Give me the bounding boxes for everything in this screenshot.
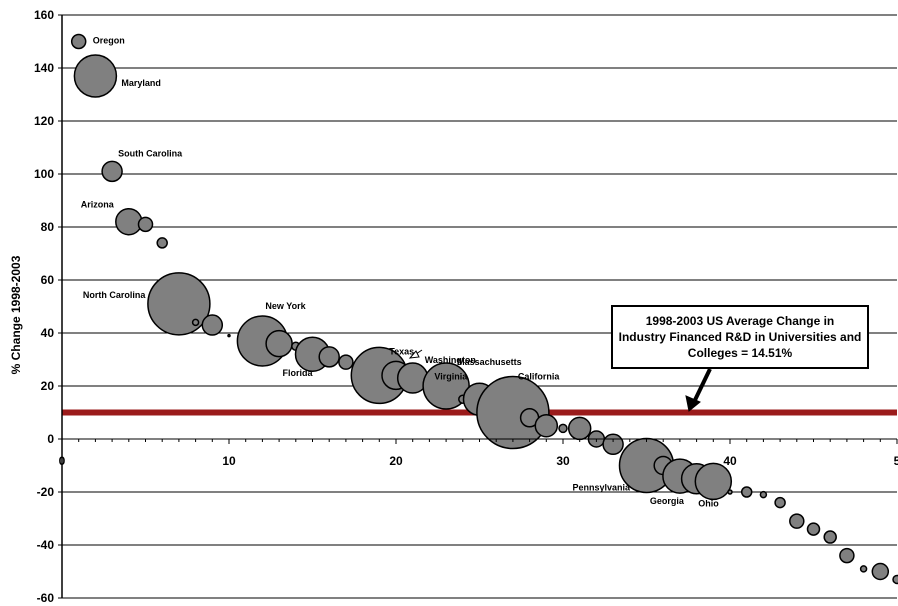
state-label-virginia: Virginia xyxy=(434,371,468,381)
y-axis-label: % Change 1998-2003 xyxy=(9,255,23,374)
state-labels: Oregon Maryland South Carolina Arizona North… xyxy=(81,36,719,509)
state-label-ohio: Ohio xyxy=(698,498,719,508)
callout-line-3: Colleges = 14.51% xyxy=(687,346,793,360)
state-label-pennsylvania: Pennsylvania xyxy=(573,483,632,493)
data-bubble xyxy=(191,318,200,327)
state-label-florida: Florida xyxy=(283,368,314,378)
data-bubble xyxy=(227,333,231,338)
data-bubble xyxy=(318,346,340,368)
callout-arrow-shaft xyxy=(693,368,712,401)
data-bubble xyxy=(265,329,293,358)
data-bubble-ohio xyxy=(694,462,733,501)
callout-arrow-head xyxy=(685,395,701,412)
data-bubble xyxy=(567,416,592,441)
x-tick-label: 20 xyxy=(389,454,403,468)
data-bubble xyxy=(806,522,821,536)
state-label-new-york: New York xyxy=(265,301,306,311)
data-bubble-massachusetts xyxy=(422,362,470,410)
y-tick-label: 20 xyxy=(41,379,55,393)
data-bubble-arizona xyxy=(115,207,143,236)
data-bubble xyxy=(156,237,168,249)
state-label-arizona: Arizona xyxy=(81,200,115,210)
data-bubble xyxy=(823,530,837,544)
y-tick-label: 80 xyxy=(41,220,55,234)
state-label-washington: Washington xyxy=(425,355,476,365)
data-bubble xyxy=(774,496,786,509)
data-bubble xyxy=(602,433,624,456)
bubbles xyxy=(70,33,898,585)
y-tick-label: 0 xyxy=(47,432,54,446)
x-tick-label: 5 xyxy=(894,454,898,468)
state-label-maryland: Maryland xyxy=(121,78,161,88)
axes: -60-40-200204060801001201401600102030405 xyxy=(34,8,898,605)
state-label-oregon: Oregon xyxy=(93,36,125,46)
y-tick-label: -60 xyxy=(37,591,55,605)
y-tick-label: 100 xyxy=(34,167,54,181)
state-label-georgia: Georgia xyxy=(650,496,685,506)
data-bubble xyxy=(839,547,855,564)
y-tick-label: 140 xyxy=(34,61,54,75)
data-bubble xyxy=(534,414,559,438)
y-tick-label: 120 xyxy=(34,114,54,128)
data-bubble-oregon xyxy=(70,33,87,50)
callout-line-2: Industry Financed R&D in Universities an… xyxy=(618,330,862,344)
y-tick-label: -20 xyxy=(37,485,55,499)
data-bubble xyxy=(137,216,154,233)
data-bubble xyxy=(759,490,768,499)
data-bubble-california xyxy=(476,375,550,450)
data-bubble xyxy=(892,574,898,585)
y-tick-label: -40 xyxy=(37,538,55,552)
callout-line-1: 1998-2003 US Average Change in xyxy=(645,314,835,328)
y-tick-label: 40 xyxy=(41,326,55,340)
data-bubble-maryland xyxy=(73,54,118,98)
x-tick-label: 10 xyxy=(222,454,236,468)
washington-pointer-head xyxy=(408,350,420,359)
data-bubble-north-carolina xyxy=(147,272,211,336)
data-bubble xyxy=(727,489,733,495)
data-bubble xyxy=(338,354,354,370)
x-tick-label: 40 xyxy=(723,454,737,468)
y-tick-label: 60 xyxy=(41,273,55,287)
average-callout-box: 1998-2003 US Average Change in Industry … xyxy=(611,305,869,369)
arrows xyxy=(408,349,712,412)
state-label-north-carolina: North Carolina xyxy=(83,290,146,300)
data-bubble xyxy=(859,565,868,573)
data-bubble xyxy=(740,486,753,498)
state-label-massachusetts: Massachusetts xyxy=(457,357,522,367)
data-bubble xyxy=(558,423,568,434)
x-tick-label: 30 xyxy=(556,454,570,468)
data-bubble-south-carolina xyxy=(101,160,123,183)
data-bubble xyxy=(871,562,890,581)
state-label-california: California xyxy=(518,372,561,382)
y-tick-label: 160 xyxy=(34,8,54,22)
state-label-south-carolina: South Carolina xyxy=(118,148,183,158)
state-label-texas: Texas xyxy=(389,346,414,356)
data-bubble xyxy=(201,314,224,336)
data-bubble xyxy=(789,513,805,529)
